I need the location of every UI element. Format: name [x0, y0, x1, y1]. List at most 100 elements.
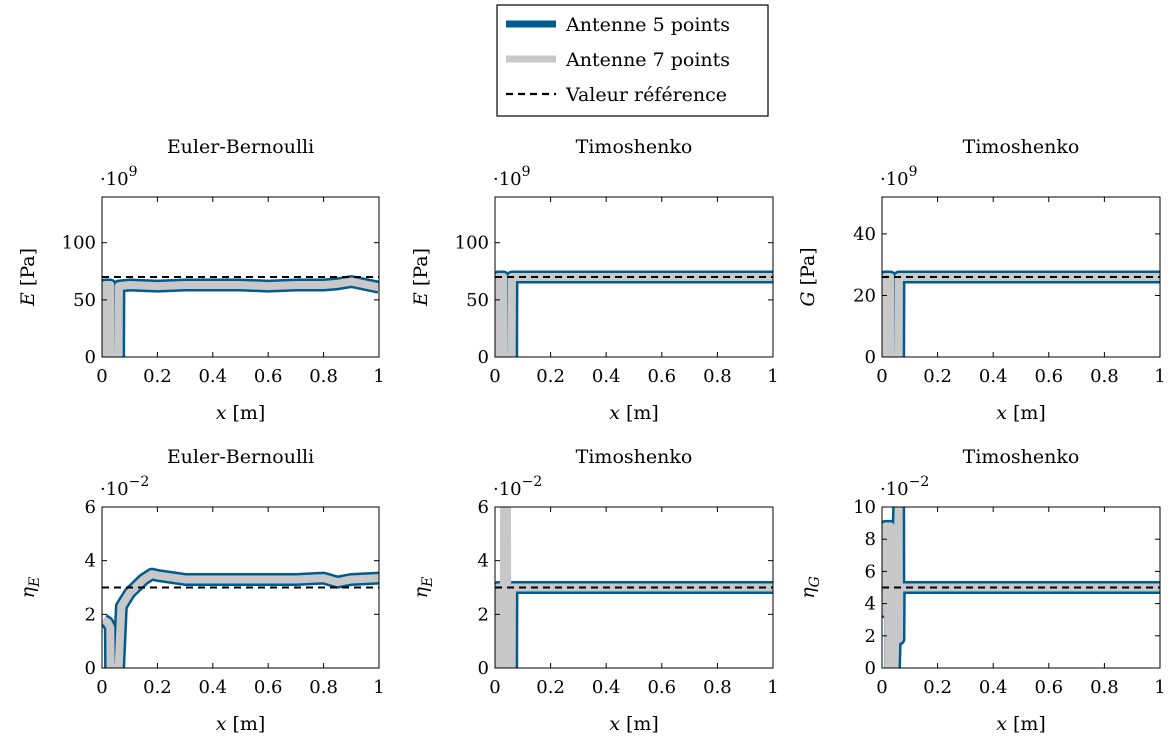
y-multiplier-exponent: 9: [129, 164, 138, 180]
x-tick-label: 0.8: [1090, 677, 1119, 698]
y-multiplier-base: ·10: [100, 169, 129, 190]
x-tick-label: 0.8: [703, 677, 732, 698]
series-antenne-5-outline: [882, 270, 1160, 357]
x-tick-label: 0.8: [703, 366, 732, 387]
x-tick-label: 0.2: [536, 366, 565, 387]
y-axis-label-sub: G: [807, 576, 823, 587]
y-tick-label: 2: [85, 604, 96, 625]
y-multiplier: ·109: [100, 164, 138, 190]
legend-label-3: Valeur référence: [565, 84, 727, 106]
x-axis-label: x [m]: [609, 713, 659, 735]
y-multiplier: ·10−2: [100, 474, 149, 500]
y-axis-label-var: η: [410, 586, 432, 598]
y-multiplier-base: ·10: [880, 169, 909, 190]
x-tick-label: 0.2: [143, 677, 172, 698]
y-multiplier-base: ·10: [880, 479, 909, 500]
x-tick-label: 0.8: [1090, 366, 1119, 387]
y-tick-label: 4: [865, 594, 876, 615]
plot-area: [495, 270, 773, 357]
y-multiplier: ·109: [880, 164, 918, 190]
x-tick-label: 0.4: [198, 366, 227, 387]
y-multiplier-base: ·10: [100, 479, 129, 500]
x-axis-label-unit: [m]: [620, 402, 659, 424]
x-tick-label: 0: [876, 677, 887, 698]
plot-frame: [101, 196, 380, 358]
chart-title: Euler-Bernoulli: [167, 136, 314, 158]
plot-frame: [494, 196, 774, 358]
plot-frame: [881, 196, 1161, 358]
y-tick-label: 20: [853, 285, 876, 306]
x-tick-label: 0: [489, 677, 500, 698]
y-multiplier-exponent: −2: [522, 474, 543, 490]
y-axis-label-sub: E: [27, 577, 43, 588]
series-antenne-7: [102, 278, 379, 357]
y-axis-label-var: η: [17, 586, 39, 598]
y-tick-label: 50: [466, 290, 489, 311]
x-axis-label: x [m]: [996, 713, 1046, 735]
y-tick-label: 6: [865, 561, 876, 582]
x-tick-label: 0: [96, 677, 107, 698]
chart-panel-1: 0 0.2 0.4 0.6 0.8 1 0 50 100 Euler-Bernoulli ·109 x…: [17, 136, 385, 424]
x-axis-label-var: x: [609, 402, 620, 424]
x-axis-label-unit: [m]: [1007, 402, 1046, 424]
x-axis-label-var: x: [609, 713, 620, 735]
y-tick-label: 2: [478, 604, 489, 625]
y-axis-label: ηE: [17, 577, 43, 599]
chart-panel-4: 0 0.2 0.4 0.6 0.8 1 0 2 4 6 Euler-Bernoulli ·10−2 x …: [17, 446, 385, 735]
y-tick-label: 0: [85, 658, 96, 679]
x-tick-label: 0.2: [923, 677, 952, 698]
x-tick-label: 1: [1154, 366, 1165, 387]
series-antenne-7: [882, 273, 1160, 357]
x-tick-label: 0.6: [1034, 366, 1063, 387]
plot-area: [102, 275, 379, 357]
x-tick-label: 0.4: [592, 366, 621, 387]
x-tick-label: 0.6: [647, 677, 676, 698]
y-tick-label: 8: [865, 529, 876, 550]
y-axis-label-var: η: [797, 587, 819, 599]
y-tick-label: 100: [62, 233, 96, 254]
x-axis-label: x [m]: [609, 402, 659, 424]
x-tick-label: 0: [876, 366, 887, 387]
x-axis-label-var: x: [216, 402, 227, 424]
y-multiplier-base: ·10: [493, 479, 522, 500]
x-axis-label-unit: [m]: [620, 713, 659, 735]
x-axis-label: x [m]: [216, 713, 266, 735]
y-tick-label: 4: [478, 551, 489, 572]
series-antenne-5-core: [102, 277, 379, 357]
x-tick-label: 0.8: [309, 366, 338, 387]
plot-area: [102, 567, 379, 668]
legend: Antenne 5 points Antenne 7 points Valeur r…: [496, 4, 769, 117]
x-axis-label-var: x: [996, 402, 1007, 424]
x-tick-label: 0.6: [254, 677, 283, 698]
x-tick-label: 0.6: [647, 366, 676, 387]
y-axis-label: ηE: [410, 577, 436, 599]
y-tick-label: 0: [478, 658, 489, 679]
y-tick-label: 0: [478, 347, 489, 368]
x-axis-label-unit: [m]: [226, 402, 265, 424]
y-multiplier: ·109: [493, 164, 531, 190]
y-tick-label: 10: [853, 497, 876, 518]
x-tick-label: 1: [373, 366, 384, 387]
x-tick-label: 0.6: [254, 366, 283, 387]
y-multiplier-base: ·10: [493, 169, 522, 190]
chart-title: Timoshenko: [963, 446, 1080, 468]
chart-panel-3: 0 0.2 0.4 0.6 0.8 1 0 20 40 Timoshenko ·109 x [m] G …: [797, 136, 1166, 424]
y-multiplier: ·10−2: [880, 474, 929, 500]
x-tick-label: 0.2: [143, 366, 172, 387]
y-tick-label: 50: [73, 290, 96, 311]
x-tick-label: 0.4: [198, 677, 227, 698]
y-multiplier-exponent: 9: [909, 164, 918, 180]
series-antenne-5-core: [882, 273, 1160, 357]
chart-title: Timoshenko: [576, 136, 693, 158]
y-axis-label-var: G: [797, 291, 819, 306]
y-axis-label-unit: [Pa]: [797, 247, 819, 291]
y-tick-label: 40: [853, 224, 876, 245]
x-axis-label-unit: [m]: [1007, 713, 1046, 735]
y-tick-label: 4: [85, 551, 96, 572]
y-tick-label: 2: [865, 626, 876, 647]
chart-panel-5: 0 0.2 0.4 0.6 0.8 1 0 2 4 6 Timoshenko ·10−2 x [m] ηE: [410, 446, 779, 735]
x-tick-label: 0.4: [979, 366, 1008, 387]
x-axis-label-var: x: [216, 713, 227, 735]
